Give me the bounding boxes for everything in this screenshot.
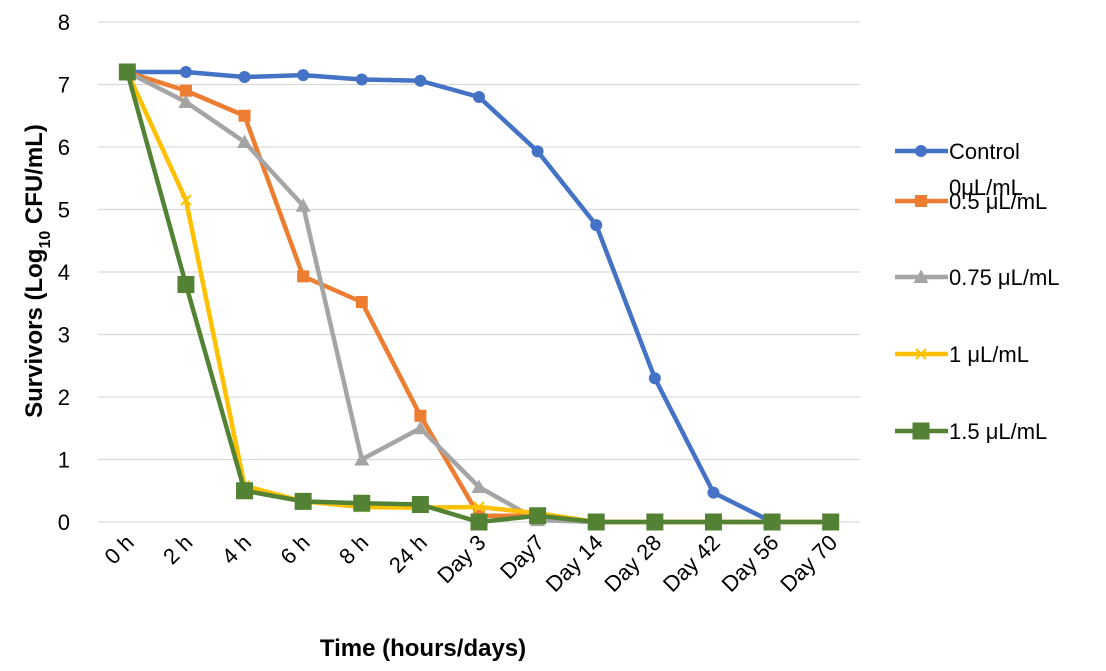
legend-swatch-marker	[915, 195, 927, 207]
y-axis-title-subscript: 10	[37, 231, 54, 249]
data-point	[355, 296, 368, 308]
data-point	[822, 513, 840, 531]
legend-entry: Control 0μL/mL	[895, 139, 1023, 200]
data-point	[471, 479, 487, 493]
data-point	[297, 69, 310, 82]
legend-label: Control	[949, 139, 1020, 164]
legend-swatch-marker	[912, 422, 930, 440]
series-2	[119, 64, 839, 528]
data-point	[648, 372, 661, 385]
data-point	[529, 507, 547, 525]
legend-swatch-marker	[915, 145, 927, 157]
data-point	[412, 420, 428, 435]
x-tick-label: Day 42	[658, 530, 725, 597]
legend-label: 0.5 μL/mL	[949, 189, 1047, 214]
data-point	[411, 496, 429, 513]
data-point	[237, 134, 253, 148]
x-tick-label: 4 h	[217, 530, 256, 569]
x-tick-label: Day 28	[599, 530, 666, 597]
y-axis-title: Survivors (Log10 CFU/mL)	[21, 124, 54, 418]
x-tick-label: Day 14	[541, 530, 608, 597]
y-tick-label: 0	[58, 510, 70, 535]
series-line	[125, 69, 833, 525]
data-point	[294, 492, 312, 510]
data-point	[707, 486, 720, 499]
series-4	[118, 63, 840, 531]
legend-label: 0.75 μL/mL	[949, 265, 1060, 290]
data-point	[587, 513, 605, 531]
data-point	[414, 74, 427, 87]
legend-label: 1.5 μL/mL	[949, 419, 1047, 444]
y-tick-label: 4	[58, 260, 70, 285]
x-tick-label: 8 h	[334, 530, 373, 569]
x-tick-label: Day 3	[432, 530, 490, 588]
y-tick-labels: 0 1 2 3 4 5 6 7 8	[58, 10, 70, 535]
x-tick-label: 6 h	[275, 530, 314, 569]
data-point	[646, 513, 664, 531]
x-tick-label: Day7	[495, 530, 549, 584]
y-tick-label: 8	[58, 10, 70, 35]
data-point	[118, 63, 136, 81]
x-tick-label: 0 h	[100, 530, 139, 569]
y-tick-label: 3	[58, 323, 70, 348]
series-lines	[118, 63, 840, 531]
y-tick-label: 6	[58, 135, 70, 160]
y-tick-label: 1	[58, 448, 70, 473]
data-point	[179, 66, 192, 78]
legend-label: 1 μL/mL	[949, 342, 1029, 367]
x-tick-label: Day 56	[717, 530, 784, 597]
data-point	[238, 71, 251, 83]
data-point	[414, 409, 427, 422]
data-point	[704, 513, 722, 531]
data-point	[238, 109, 251, 122]
x-tick-label: Day 70	[775, 530, 842, 597]
legend-entry: 0.75 μL/mL	[895, 265, 1060, 290]
x-axis-title: Time (hours/days)	[320, 635, 526, 662]
legend-label: 0μL/mL	[949, 175, 1023, 200]
data-point	[180, 194, 192, 206]
data-point	[178, 94, 194, 108]
legend-swatch-marker	[915, 348, 927, 360]
legend-entry: 0.5 μL/mL	[895, 189, 1047, 214]
data-point	[531, 145, 544, 158]
y-axis-title-part1: Survivors (Log	[21, 249, 48, 418]
series-0	[121, 66, 837, 528]
y-tick-label: 5	[58, 198, 70, 223]
y-tick-label: 7	[58, 73, 70, 98]
legend-entry: 1.5 μL/mL	[895, 419, 1047, 444]
series-3	[121, 66, 837, 528]
legend: Control 0μL/mL0.5 μL/mL 0.75 μL/mL 1 μL/mL 1…	[895, 139, 1060, 444]
legend-entry: 1 μL/mL	[895, 342, 1029, 367]
data-point	[590, 219, 603, 232]
data-point	[236, 482, 254, 500]
data-point	[473, 501, 485, 513]
y-axis-title-part2: CFU/mL)	[21, 124, 48, 231]
x-tick-label: 2 h	[158, 530, 197, 569]
data-point	[297, 270, 310, 283]
data-point	[295, 198, 311, 212]
y-tick-label: 2	[58, 385, 70, 410]
data-point	[179, 84, 192, 97]
data-point	[763, 513, 781, 531]
data-point	[177, 276, 195, 293]
data-point	[355, 73, 368, 86]
x-tick-label: 24 h	[384, 530, 432, 578]
data-point	[470, 513, 488, 531]
legend-swatch-marker	[913, 269, 929, 283]
data-point	[354, 452, 370, 466]
data-point	[473, 91, 485, 103]
series-1	[121, 66, 837, 528]
data-point	[353, 494, 371, 512]
